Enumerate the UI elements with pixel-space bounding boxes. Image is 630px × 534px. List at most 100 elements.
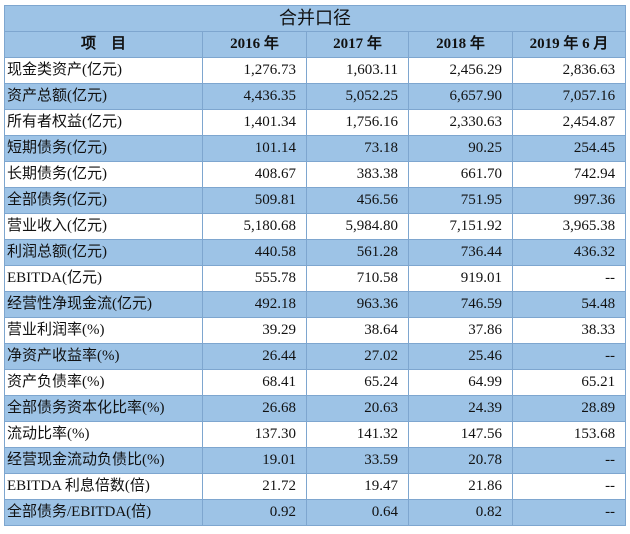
table-cell: 456.56	[306, 187, 409, 214]
row-label: 短期债务(亿元)	[4, 135, 203, 162]
table-cell: 90.25	[408, 135, 513, 162]
row-label: 资产负债率(%)	[4, 369, 203, 396]
table-cell: 408.67	[202, 161, 307, 188]
table-row: 短期债务(亿元) 101.14 73.18 90.25 254.45	[4, 135, 627, 162]
row-label: 全部债务(亿元)	[4, 187, 203, 214]
table-cell: 2,454.87	[511, 109, 627, 136]
table-cell: 736.44	[408, 239, 513, 266]
table-cell: 27.02	[306, 343, 409, 370]
row-label: EBITDA 利息倍数(倍)	[4, 473, 203, 500]
table-cell: 73.18	[306, 135, 409, 162]
table-cell: 492.18	[202, 291, 307, 318]
table-row: EBITDA(亿元) 555.78 710.58 919.01 --	[4, 265, 627, 292]
table-cell: 383.38	[306, 161, 409, 188]
table-cell: 33.59	[306, 447, 409, 474]
table-cell: 68.41	[202, 369, 307, 396]
table-cell: 141.32	[306, 421, 409, 448]
table-cell: 555.78	[202, 265, 307, 292]
table-cell: 919.01	[408, 265, 513, 292]
table-cell: 38.33	[511, 317, 627, 344]
table-cell: 19.47	[306, 473, 409, 500]
table-cell: 436.32	[511, 239, 627, 266]
header-year: 2019 年 6 月	[511, 31, 627, 58]
table-cell: 5,984.80	[306, 213, 409, 240]
table-cell: 64.99	[408, 369, 513, 396]
table-cell: 0.82	[408, 499, 513, 526]
header-row: 项 目 2016 年 2017 年 2018 年 2019 年 6 月	[4, 31, 627, 58]
table-row: EBITDA 利息倍数(倍) 21.72 19.47 21.86 --	[4, 473, 627, 500]
row-label: 净资产收益率(%)	[4, 343, 203, 370]
row-label: EBITDA(亿元)	[4, 265, 203, 292]
row-label: 经营现金流动负债比(%)	[4, 447, 203, 474]
table-cell: 3,965.38	[511, 213, 627, 240]
table-cell: 65.24	[306, 369, 409, 396]
table-cell: 26.68	[202, 395, 307, 422]
table-cell: 661.70	[408, 161, 513, 188]
table-cell: 0.64	[306, 499, 409, 526]
table-cell: 26.44	[202, 343, 307, 370]
table-cell: 21.72	[202, 473, 307, 500]
table-row: 现金类资产(亿元) 1,276.73 1,603.11 2,456.29 2,836.6…	[4, 57, 627, 84]
table-cell: 153.68	[511, 421, 627, 448]
table-cell: 963.36	[306, 291, 409, 318]
table-cell: 21.86	[408, 473, 513, 500]
table-body: 现金类资产(亿元) 1,276.73 1,603.11 2,456.29 2,836.6…	[4, 57, 627, 526]
row-label: 全部债务/EBITDA(倍)	[4, 499, 203, 526]
table-cell: --	[511, 265, 627, 292]
table-cell: 751.95	[408, 187, 513, 214]
table-cell: 19.01	[202, 447, 307, 474]
table-cell: 509.81	[202, 187, 307, 214]
table-cell: 254.45	[511, 135, 627, 162]
table-cell: 65.21	[511, 369, 627, 396]
table-cell: --	[511, 499, 627, 526]
table-cell: 710.58	[306, 265, 409, 292]
table-cell: 20.63	[306, 395, 409, 422]
table-cell: 5,052.25	[306, 83, 409, 110]
table-cell: 997.36	[511, 187, 627, 214]
table-cell: 38.64	[306, 317, 409, 344]
table-cell: --	[511, 447, 627, 474]
table-cell: 6,657.90	[408, 83, 513, 110]
header-year: 2018 年	[408, 31, 513, 58]
row-label: 长期债务(亿元)	[4, 161, 203, 188]
table-cell: 7,057.16	[511, 83, 627, 110]
row-label: 全部债务资本化比率(%)	[4, 395, 203, 422]
table-row: 长期债务(亿元) 408.67 383.38 661.70 742.94	[4, 161, 627, 188]
header-year: 2016 年	[202, 31, 307, 58]
table-row: 营业收入(亿元) 5,180.68 5,984.80 7,151.92 3,965.38	[4, 213, 627, 240]
table-cell: 5,180.68	[202, 213, 307, 240]
header-item: 项 目	[4, 31, 203, 58]
table-cell: 101.14	[202, 135, 307, 162]
row-label: 利润总额(亿元)	[4, 239, 203, 266]
row-label: 现金类资产(亿元)	[4, 57, 203, 84]
header-year: 2017 年	[306, 31, 409, 58]
table-cell: 7,151.92	[408, 213, 513, 240]
table-row: 资产总额(亿元) 4,436.35 5,052.25 6,657.90 7,057.16	[4, 83, 627, 110]
table-cell: 137.30	[202, 421, 307, 448]
row-label: 所有者权益(亿元)	[4, 109, 203, 136]
table-row: 经营性净现金流(亿元) 492.18 963.36 746.59 54.48	[4, 291, 627, 318]
row-label: 经营性净现金流(亿元)	[4, 291, 203, 318]
table-title: 合并口径	[3, 5, 627, 32]
table-cell: 1,603.11	[306, 57, 409, 84]
table-cell: 746.59	[408, 291, 513, 318]
table-cell: 25.46	[408, 343, 513, 370]
table-cell: 742.94	[511, 161, 627, 188]
table-cell: --	[511, 343, 627, 370]
financial-table: 合并口径 项 目 2016 年 2017 年 2018 年 2019 年 6 月 现金类…	[3, 5, 627, 526]
row-label: 流动比率(%)	[4, 421, 203, 448]
row-label: 资产总额(亿元)	[4, 83, 203, 110]
table-cell: 561.28	[306, 239, 409, 266]
table-cell: 20.78	[408, 447, 513, 474]
table-row: 资产负债率(%) 68.41 65.24 64.99 65.21	[4, 369, 627, 396]
table-cell: 1,401.34	[202, 109, 307, 136]
table-cell: 1,756.16	[306, 109, 409, 136]
table-cell: 440.58	[202, 239, 307, 266]
table-cell: 54.48	[511, 291, 627, 318]
table-cell: 4,436.35	[202, 83, 307, 110]
table-row: 经营现金流动负债比(%) 19.01 33.59 20.78 --	[4, 447, 627, 474]
table-cell: 1,276.73	[202, 57, 307, 84]
table-row: 流动比率(%) 137.30 141.32 147.56 153.68	[4, 421, 627, 448]
table-row: 利润总额(亿元) 440.58 561.28 736.44 436.32	[4, 239, 627, 266]
table-cell: 2,836.63	[511, 57, 627, 84]
